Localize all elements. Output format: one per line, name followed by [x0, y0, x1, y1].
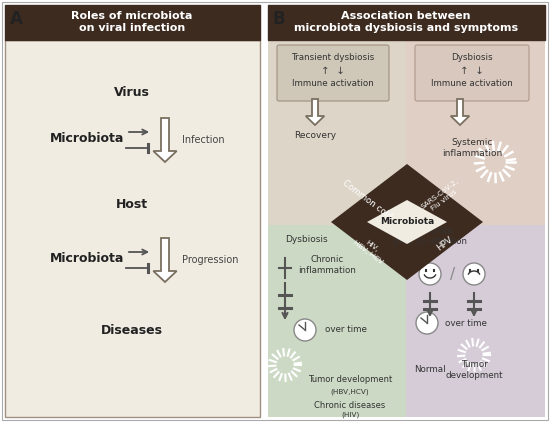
- Text: HPV: HPV: [435, 235, 455, 253]
- Text: Immune activation: Immune activation: [431, 79, 513, 89]
- Text: (HBV,HCV): (HBV,HCV): [331, 389, 369, 395]
- Polygon shape: [450, 99, 469, 125]
- FancyBboxPatch shape: [277, 45, 389, 101]
- Polygon shape: [331, 164, 483, 280]
- Text: Infection: Infection: [182, 135, 224, 145]
- Polygon shape: [153, 118, 177, 162]
- Bar: [5, 40, 260, 417]
- Text: B: B: [272, 10, 285, 28]
- Text: Microbiota: Microbiota: [50, 132, 124, 144]
- Circle shape: [419, 263, 441, 285]
- Bar: [268, 225, 406, 417]
- Text: Systemic
inflammation: Systemic inflammation: [442, 138, 502, 158]
- Text: Microbiota
prior to infection: Microbiota prior to infection: [393, 226, 466, 246]
- Circle shape: [277, 357, 293, 373]
- Text: Transient dysbiosis: Transient dysbiosis: [292, 54, 375, 62]
- Text: SARS-CoV-2,
Flu virus: SARS-CoV-2, Flu virus: [420, 178, 464, 216]
- Text: over time: over time: [325, 325, 367, 335]
- Text: Association between
microbiota dysbiosis and symptoms: Association between microbiota dysbiosis…: [294, 11, 518, 33]
- Circle shape: [463, 263, 485, 285]
- Text: HIV,
HBV, HCV: HIV, HBV, HCV: [352, 233, 388, 265]
- Text: Virus: Virus: [114, 86, 150, 98]
- Text: Dysbiosis: Dysbiosis: [451, 54, 493, 62]
- Text: Chronic diseases: Chronic diseases: [315, 400, 386, 409]
- Text: Progression: Progression: [182, 255, 239, 265]
- Text: Immune activation: Immune activation: [292, 79, 374, 89]
- Text: Recovery: Recovery: [294, 132, 336, 141]
- Text: Dysbiosis: Dysbiosis: [285, 235, 328, 244]
- Bar: [406, 225, 545, 417]
- Text: Tumor
development: Tumor development: [446, 360, 503, 380]
- Text: (HIV): (HIV): [341, 412, 359, 418]
- Text: Roles of microbiota
on viral infection: Roles of microbiota on viral infection: [72, 11, 192, 33]
- Bar: [268, 40, 406, 225]
- Bar: [5, 5, 260, 40]
- Text: A: A: [10, 10, 23, 28]
- Text: Microbiota: Microbiota: [50, 252, 124, 265]
- Polygon shape: [367, 200, 447, 244]
- Polygon shape: [153, 238, 177, 282]
- Bar: [406, 40, 545, 225]
- Polygon shape: [306, 99, 324, 125]
- Text: Chronic
inflammation: Chronic inflammation: [298, 255, 356, 275]
- Text: ↑  ↓: ↑ ↓: [460, 66, 484, 76]
- Text: Host: Host: [116, 198, 148, 211]
- Circle shape: [466, 347, 482, 363]
- Text: over time: over time: [445, 319, 487, 327]
- Bar: [268, 5, 545, 40]
- Circle shape: [416, 312, 438, 334]
- Text: Diseases: Diseases: [101, 324, 163, 336]
- Text: /: /: [450, 267, 455, 281]
- Text: Common cold: Common cold: [340, 179, 393, 222]
- Circle shape: [294, 319, 316, 341]
- Text: ↑  ↓: ↑ ↓: [321, 66, 345, 76]
- Text: Tumor development: Tumor development: [308, 376, 392, 384]
- Text: Normal: Normal: [414, 365, 446, 374]
- Text: Microbiota: Microbiota: [380, 217, 434, 227]
- FancyBboxPatch shape: [415, 45, 529, 101]
- Circle shape: [485, 152, 505, 172]
